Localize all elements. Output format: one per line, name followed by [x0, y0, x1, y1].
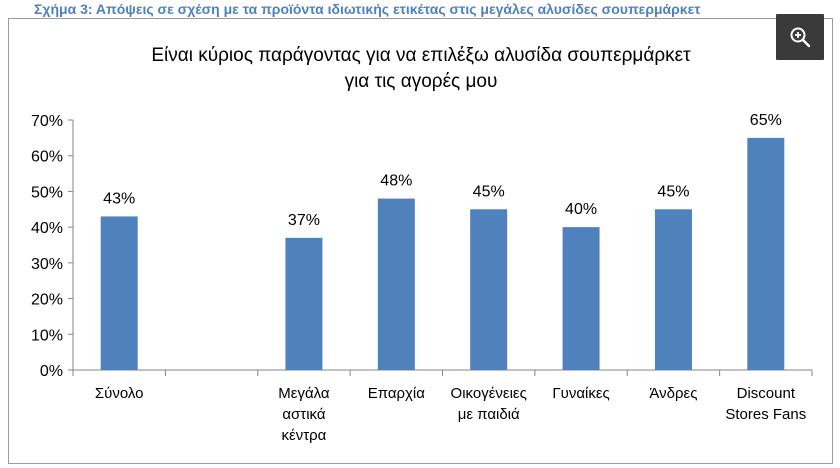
data-label: 48% — [380, 173, 412, 190]
bar — [285, 237, 323, 370]
zoom-in-icon — [790, 27, 811, 48]
zoom-button[interactable] — [776, 14, 824, 60]
category-label: αστικά — [282, 406, 326, 423]
category-label: Μεγάλα — [278, 385, 330, 402]
category-label: Γυναίκες — [552, 385, 609, 402]
bar — [747, 137, 785, 370]
bar — [377, 198, 415, 370]
y-tick-label: 50% — [31, 184, 63, 201]
bar — [100, 216, 138, 370]
data-label: 40% — [565, 201, 597, 218]
y-tick-label: 10% — [31, 327, 63, 344]
data-label: 45% — [657, 183, 689, 200]
category-label: Επαρχία — [368, 385, 426, 402]
category-label: Discount — [737, 385, 796, 402]
figure-caption: Σχήμα 3: Απόψεις σε σχέση με τα προϊόντα… — [34, 1, 701, 17]
category-label: Οικογένειες — [451, 385, 527, 402]
chart-frame — [8, 18, 833, 464]
y-tick-label: 70% — [31, 113, 63, 130]
data-label: 65% — [750, 112, 782, 129]
data-label: 37% — [288, 212, 320, 229]
chart-title-line: για τις αγορές μου — [345, 71, 498, 92]
bar — [562, 227, 600, 370]
data-label: 43% — [103, 190, 135, 207]
y-tick-label: 20% — [31, 292, 63, 309]
category-label: Stores Fans — [725, 406, 806, 423]
category-label: Άνδρες — [649, 385, 697, 402]
chart-title-line: Είναι κύριος παράγοντας για να επιλέξω α… — [151, 45, 691, 66]
y-tick-label: 0% — [40, 363, 63, 380]
bar — [654, 209, 692, 370]
y-tick-label: 40% — [31, 220, 63, 237]
data-label: 45% — [473, 183, 505, 200]
y-tick-label: 30% — [31, 256, 63, 273]
category-label: Σύνολο — [95, 385, 144, 402]
category-label: με παιδιά — [458, 406, 520, 423]
bar — [470, 209, 508, 370]
category-label: κέντρα — [282, 427, 327, 444]
y-tick-label: 60% — [31, 149, 63, 166]
